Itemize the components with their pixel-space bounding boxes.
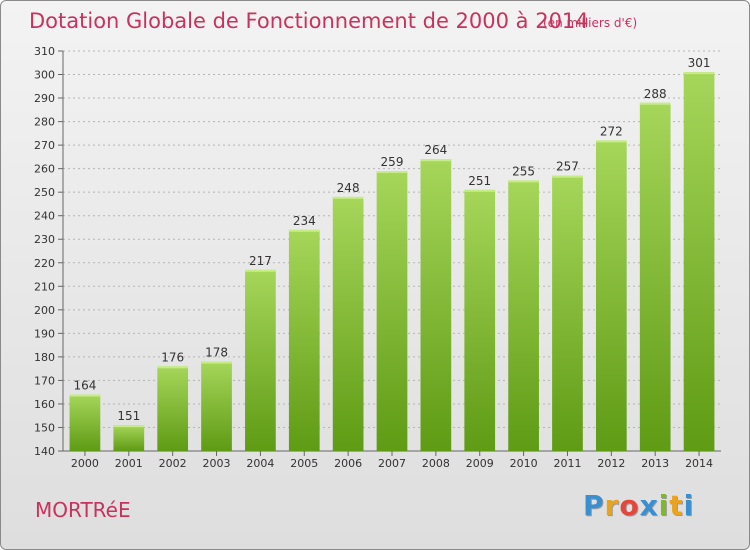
logo-letter: P	[583, 489, 605, 522]
y-tick-label: 280	[34, 116, 55, 129]
bar-highlight	[552, 175, 583, 178]
bar	[69, 394, 101, 451]
value-label: 178	[205, 346, 228, 360]
bars	[69, 72, 715, 452]
bar	[376, 171, 408, 451]
logo-letter: o	[619, 489, 640, 522]
bar-highlight	[683, 72, 715, 75]
bar	[113, 425, 145, 451]
logo-letter: r	[604, 489, 620, 522]
x-tick-label: 2002	[159, 457, 187, 470]
logo-letter: i	[683, 489, 695, 522]
value-label: 151	[117, 409, 140, 423]
bar-highlight	[157, 366, 189, 369]
chart-subtitle: (en milliers d'€)	[543, 16, 638, 30]
value-label: 259	[381, 155, 404, 169]
value-label: 257	[556, 160, 579, 174]
x-tick-label: 2012	[597, 457, 625, 470]
x-tick-label: 2013	[641, 457, 669, 470]
value-label: 248	[337, 181, 360, 195]
value-label: 251	[468, 174, 491, 188]
y-tick-label: 200	[34, 304, 55, 317]
bar-highlight	[376, 171, 408, 173]
bar	[464, 189, 496, 451]
logo-letter: i	[658, 489, 670, 522]
x-axis-ticks: 2000 2001 2002 2003 2004 2005 2006 2007 2008 2009…	[71, 451, 713, 470]
y-tick-label: 220	[34, 257, 55, 270]
y-tick-label: 160	[34, 398, 55, 411]
bar-highlight	[464, 189, 496, 192]
chart-title: Dotation Globale de Fonctionnement de 20…	[29, 9, 589, 33]
y-tick-label: 210	[34, 280, 55, 293]
x-tick-label: 2009	[466, 457, 494, 470]
bar-highlight	[639, 102, 671, 105]
value-label: 301	[688, 56, 711, 70]
bar-highlight	[245, 269, 276, 272]
x-tick-label: 2011	[553, 457, 581, 470]
value-label: 217	[249, 254, 272, 268]
y-tick-label: 150	[34, 421, 55, 434]
x-tick-label: 2014	[685, 457, 713, 470]
bar-highlight	[113, 425, 145, 428]
bar	[639, 102, 671, 451]
bar	[508, 180, 539, 452]
x-tick-label: 2005	[290, 457, 318, 470]
commune-name: MORTRéE	[35, 498, 131, 522]
value-label: 234	[293, 214, 316, 228]
x-tick-label: 2000	[71, 457, 99, 470]
y-tick-label: 240	[34, 210, 55, 223]
bar-highlight	[508, 180, 539, 183]
bar	[245, 269, 276, 451]
y-tick-label: 260	[34, 163, 55, 176]
x-tick-label: 2004	[246, 457, 274, 470]
bar-highlight	[332, 196, 364, 199]
y-tick-label: 190	[34, 327, 55, 340]
y-axis-ticks: 140 150 160 170 180 190 200 210 220 230 240 250 260 2…	[34, 45, 63, 458]
bar-highlight	[201, 361, 232, 364]
bar	[595, 140, 627, 452]
x-tick-label: 2010	[510, 457, 538, 470]
value-label: 272	[600, 124, 623, 138]
value-labels: 164 151 176 178 217 234 248 259 264 251 255 257 272 2…	[73, 56, 710, 423]
value-label: 255	[512, 164, 535, 178]
logo-letter: x	[639, 489, 659, 522]
bar-highlight	[420, 159, 452, 162]
bar	[420, 159, 452, 451]
y-tick-label: 170	[34, 374, 55, 387]
proxiti-logo: Proxiti	[583, 489, 694, 522]
x-tick-label: 2008	[422, 457, 450, 470]
bar	[157, 366, 189, 451]
logo-letter: t	[669, 489, 684, 522]
bar-highlight	[69, 394, 101, 397]
bar	[552, 175, 583, 452]
bar	[683, 72, 715, 452]
y-tick-label: 300	[34, 69, 55, 82]
bar	[288, 229, 320, 451]
y-tick-label: 180	[34, 351, 55, 364]
value-label: 264	[424, 143, 447, 157]
y-tick-label: 290	[34, 92, 55, 105]
y-tick-label: 250	[34, 186, 55, 199]
x-tick-label: 2001	[115, 457, 143, 470]
y-tick-label: 230	[34, 233, 55, 246]
bar-highlight	[288, 229, 320, 232]
bar-highlight	[595, 140, 627, 143]
x-tick-label: 2003	[203, 457, 231, 470]
x-tick-label: 2006	[334, 457, 362, 470]
y-tick-label: 270	[34, 139, 55, 152]
y-tick-label: 310	[34, 45, 55, 58]
value-label: 288	[644, 87, 667, 101]
value-label: 176	[161, 350, 184, 364]
bar	[332, 196, 364, 451]
y-tick-label: 140	[34, 445, 55, 458]
x-tick-label: 2007	[378, 457, 406, 470]
bar	[201, 361, 232, 451]
value-label: 164	[73, 379, 96, 393]
